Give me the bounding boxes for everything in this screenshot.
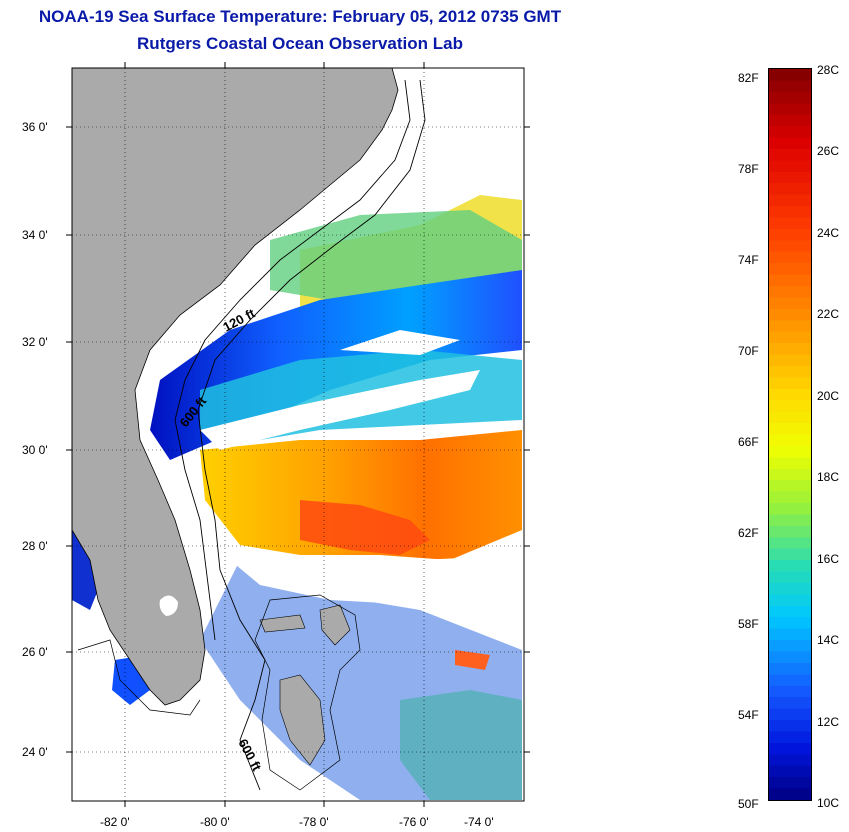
land-east-coast-and-florida xyxy=(72,68,399,706)
lon-tick-label: -74 0' xyxy=(464,815,494,829)
colorbar-label-c: 10C xyxy=(817,796,840,810)
land-lake-okeechobee xyxy=(159,595,178,616)
colorbar-label-f: 78F xyxy=(738,162,759,176)
colorbar-label-f: 74F xyxy=(738,253,759,267)
colorbar-label-f: 62F xyxy=(738,526,759,540)
colorbar-label-c: 24C xyxy=(817,226,840,240)
cloud-gap xyxy=(200,370,480,450)
colorbar-label-c: 12C xyxy=(817,715,840,729)
colorbar-label-c: 14C xyxy=(817,633,840,647)
colorbar-label-c: 26C xyxy=(817,144,840,158)
lon-tick-label: -76 0' xyxy=(399,815,429,829)
cloud-gap xyxy=(230,555,522,605)
temperature-colorbar xyxy=(768,68,812,801)
lon-tick-label: -80 0' xyxy=(200,815,230,829)
colorbar-label-f: 66F xyxy=(738,435,759,449)
colorbar-label-c: 16C xyxy=(817,552,840,566)
isobath-florida-keys xyxy=(77,639,201,716)
isobath-600ft xyxy=(197,79,426,791)
colorbar-label-f: 50F xyxy=(738,797,759,811)
lat-tick-label: 30 0' xyxy=(22,443,48,457)
colorbar-label-f: 54F xyxy=(738,708,759,722)
lat-tick-label: 24 0' xyxy=(22,745,48,759)
colorbar-label-c: 18C xyxy=(817,470,840,484)
land-bahamas-abaco xyxy=(319,604,351,646)
colorbar-label-c: 22C xyxy=(817,307,840,321)
sst-northern-green-band xyxy=(270,210,522,300)
colorbar-label-f: 82F xyxy=(738,71,759,85)
sst-red-patch xyxy=(300,500,430,555)
cloud-gap xyxy=(340,330,460,355)
map-subtitle: Rutgers Coastal Ocean Observation Lab xyxy=(137,34,463,53)
frame-ticks xyxy=(66,62,530,807)
lat-tick-label: 36 0' xyxy=(22,120,48,134)
land-bahamas-grand xyxy=(259,614,306,633)
colorbar-label-c: 20C xyxy=(817,389,840,403)
lon-tick-label: -78 0' xyxy=(299,815,329,829)
lat-tick-label: 34 0' xyxy=(22,228,48,242)
land-bahamas-andros xyxy=(279,674,326,766)
map-frame xyxy=(71,67,525,802)
colorbar-label-f: 70F xyxy=(738,344,759,358)
sst-south-warm xyxy=(400,690,522,800)
colorbar-label-f: 58F xyxy=(738,617,759,631)
sst-orange-band xyxy=(200,430,522,560)
isobath-bahamas xyxy=(254,594,361,791)
lat-tick-label: 26 0' xyxy=(22,645,48,659)
map-content: 120 ft 600 ft 600 ft xyxy=(72,68,524,801)
lon-tick-label: -82 0' xyxy=(100,815,130,829)
isobath-120ft xyxy=(174,79,411,641)
sst-southeast-orange xyxy=(455,650,490,670)
map-title: NOAA-19 Sea Surface Temperature: Februar… xyxy=(38,7,562,26)
colorbar-label-c: 28C xyxy=(817,63,840,77)
graticule xyxy=(72,68,524,801)
lat-tick-label: 32 0' xyxy=(22,335,48,349)
lat-tick-label: 28 0' xyxy=(22,539,48,553)
isobath-label: 600 ft xyxy=(235,736,265,774)
